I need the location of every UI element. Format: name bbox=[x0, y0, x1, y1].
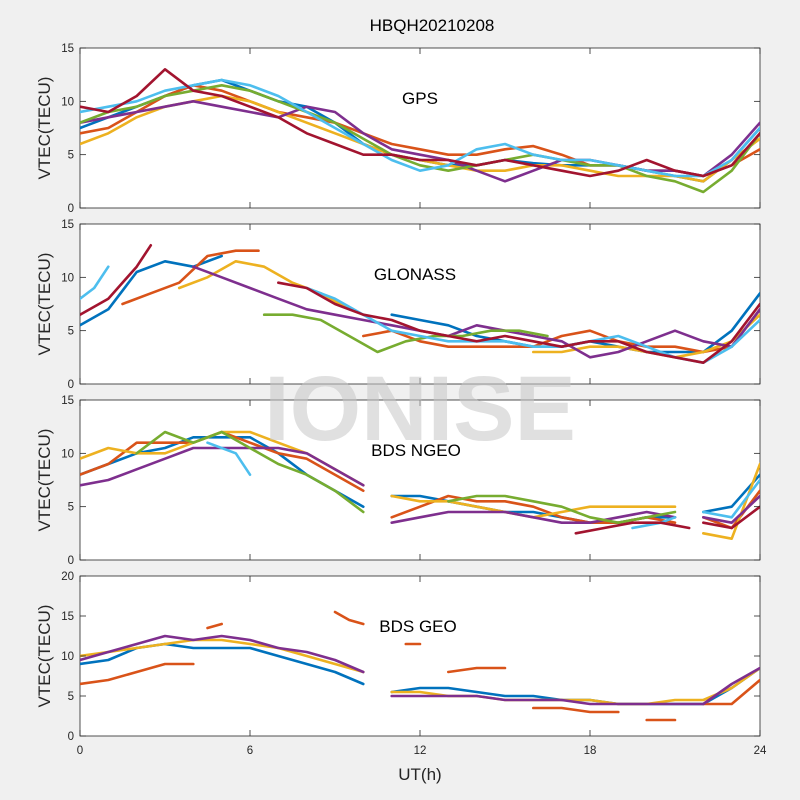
series-line-3-seg-1 bbox=[80, 638, 365, 674]
series-group bbox=[80, 430, 760, 540]
series-line-4-seg-3 bbox=[702, 494, 760, 524]
figure-title: HBQH20210208 bbox=[370, 16, 495, 35]
series-line-7-seg-1 bbox=[80, 244, 153, 316]
plot-area bbox=[79, 575, 761, 737]
series-group bbox=[80, 68, 760, 194]
chart-panel-gps: 0 5 10 15 VTEC(TECU) GPS bbox=[35, 43, 761, 215]
series-line-7-seg-1 bbox=[80, 68, 760, 178]
series-line-4-seg-2 bbox=[390, 666, 760, 706]
series-line-5-seg-2 bbox=[447, 494, 677, 524]
x-tick-label: 12 bbox=[414, 745, 427, 757]
series-line-7-seg-1 bbox=[574, 521, 691, 535]
series-line-1-seg-1 bbox=[80, 642, 365, 686]
y-tick-label: 10 bbox=[61, 651, 74, 663]
y-axis-title: VTEC(TECU) bbox=[35, 429, 54, 532]
series-line-6-seg-1 bbox=[206, 441, 252, 476]
y-axis-title: VTEC(TECU) bbox=[35, 253, 54, 356]
y-tick-label: 10 bbox=[61, 272, 74, 284]
y-tick-label: 15 bbox=[61, 219, 74, 231]
y-tick-label: 5 bbox=[68, 502, 74, 514]
series-group bbox=[80, 244, 760, 364]
series-line-7-seg-2 bbox=[277, 281, 760, 364]
series-line-2-seg-5 bbox=[447, 666, 507, 674]
x-tick-label: 0 bbox=[77, 745, 83, 757]
series-line-3-seg-3 bbox=[702, 462, 760, 540]
series-line-5-seg-1 bbox=[262, 313, 549, 354]
y-axis-title: VTEC(TECU) bbox=[35, 605, 54, 708]
panel-label: GLONASS bbox=[374, 265, 456, 284]
series-group bbox=[80, 610, 760, 722]
series-line-2-seg-1 bbox=[80, 662, 195, 686]
series-line-4-seg-2 bbox=[390, 510, 677, 524]
plot-area bbox=[79, 399, 761, 561]
panel-label: GPS bbox=[402, 89, 438, 108]
y-tick-label: 15 bbox=[61, 43, 74, 55]
x-tick-label: 6 bbox=[247, 745, 253, 757]
series-line-5-seg-1 bbox=[135, 430, 365, 514]
plot-area bbox=[79, 47, 761, 209]
x-tick-label: 24 bbox=[754, 745, 767, 757]
series-line-6-seg-3 bbox=[702, 478, 760, 519]
y-tick-label: 15 bbox=[61, 611, 74, 623]
y-tick-label: 10 bbox=[61, 448, 74, 460]
y-axis-title: VTEC(TECU) bbox=[35, 77, 54, 180]
series-line-4-seg-1 bbox=[192, 265, 760, 359]
panel-label: BDS GEO bbox=[379, 617, 456, 636]
y-tick-label: 0 bbox=[68, 731, 74, 743]
y-tick-label: 5 bbox=[68, 326, 74, 338]
series-line-7-seg-2 bbox=[702, 505, 760, 530]
x-axis-title: UT(h) bbox=[398, 765, 441, 784]
y-tick-label: 10 bbox=[61, 96, 74, 108]
chart-panels: 0 5 10 15 VTEC(TECU) GPS 0 5 10 15 VTEC(TECU) GLONA… bbox=[35, 43, 767, 757]
series-line-6-seg-1 bbox=[80, 265, 110, 300]
y-tick-label: 0 bbox=[68, 203, 74, 215]
y-tick-label: 5 bbox=[68, 150, 74, 162]
series-line-6-seg-1 bbox=[80, 78, 760, 178]
y-tick-label: 15 bbox=[61, 395, 74, 407]
series-line-2-seg-6 bbox=[532, 706, 620, 714]
y-tick-label: 0 bbox=[68, 555, 74, 567]
chart-panel-bds-ngeo: 0 5 10 15 VTEC(TECU) BDS NGEO bbox=[35, 395, 761, 567]
chart-panel-bds-geo: 0 6 12 18 24 0 5 10 15 20 VTEC(TECU) BDS GEO bbox=[35, 571, 767, 757]
series-line-2-seg-8 bbox=[702, 678, 760, 706]
y-tick-label: 0 bbox=[68, 379, 74, 391]
y-tick-label: 20 bbox=[61, 571, 74, 583]
series-line-2-seg-3 bbox=[333, 610, 365, 626]
plot-area bbox=[79, 223, 761, 385]
series-line-2-seg-2 bbox=[206, 622, 223, 630]
x-tick-label: 18 bbox=[584, 745, 597, 757]
y-tick-label: 5 bbox=[68, 691, 74, 703]
watermark: IONISE bbox=[264, 358, 576, 460]
series-line-2-seg-2 bbox=[362, 308, 760, 354]
chart-panel-glonass: 0 5 10 15 VTEC(TECU) GLONASS bbox=[35, 219, 761, 391]
series-line-4-seg-1 bbox=[80, 634, 365, 674]
series-line-2-seg-1 bbox=[121, 249, 260, 306]
panel-label: BDS NGEO bbox=[371, 441, 461, 460]
